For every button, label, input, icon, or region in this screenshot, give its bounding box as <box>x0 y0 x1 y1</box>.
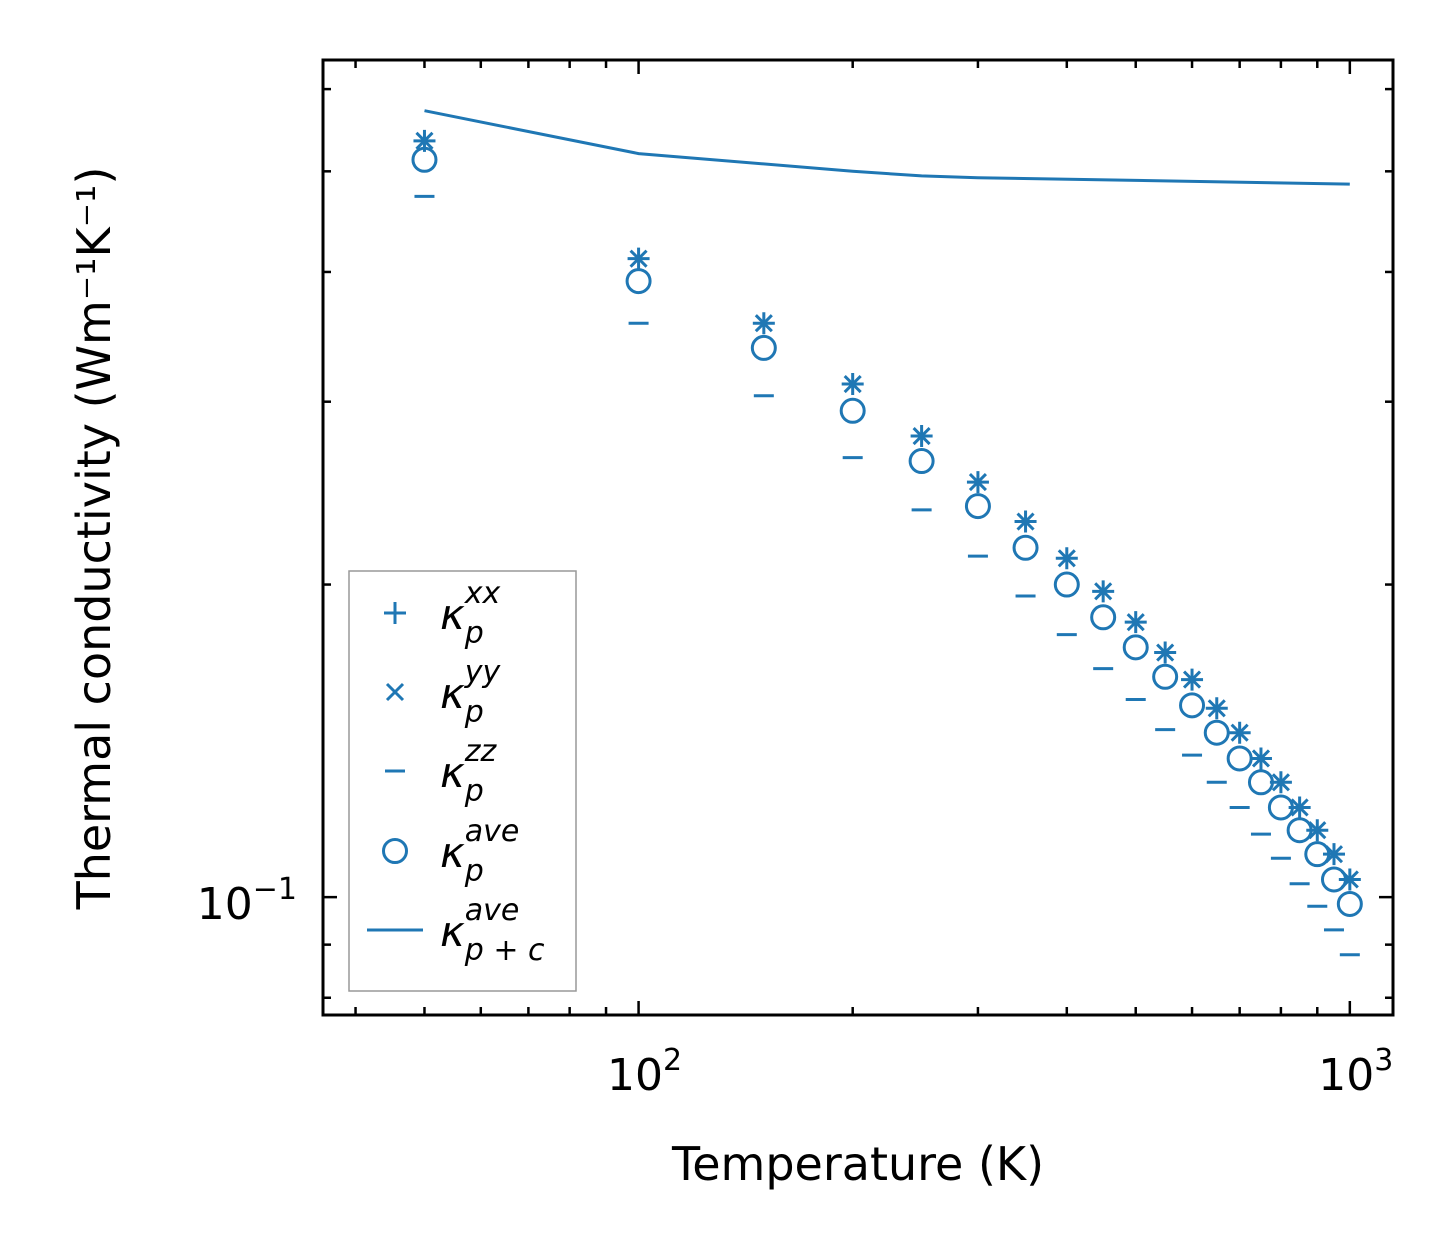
data-point-kappa_p_ave-350 <box>1012 534 1039 561</box>
data-point-kappa_p_ave-800 <box>1267 794 1294 821</box>
x-tick-label-100: 102 <box>607 1043 682 1101</box>
plot-area <box>411 109 1363 957</box>
legend-marker-1 <box>385 682 405 702</box>
legend-label-3: κave p <box>440 814 519 889</box>
data-point-kappa_p_yy-650 <box>1207 699 1226 718</box>
data-point-kappa_p_yy-50 <box>415 131 434 150</box>
legend-label-1: κyy p <box>440 655 502 730</box>
series-line-kappa_p+c_ave <box>424 109 1350 186</box>
data-point-kappa_p_ave-100 <box>625 268 652 295</box>
data-point-kappa_p_yy-550 <box>1156 643 1175 662</box>
data-point-kappa_p_ave-500 <box>1122 634 1149 661</box>
data-point-kappa_p_ave-850 <box>1286 817 1313 844</box>
data-point-kappa_p_yy-250 <box>912 426 931 446</box>
data-point-kappa_p_ave-400 <box>1053 571 1080 598</box>
data-point-kappa_p_yy-400 <box>1057 549 1076 568</box>
data-point-kappa_p_yy-750 <box>1251 749 1271 768</box>
data-point-kappa_p_ave-150 <box>750 334 777 361</box>
data-point-kappa_p_yy-500 <box>1126 613 1145 632</box>
data-point-kappa_p_ave-450 <box>1090 604 1117 631</box>
data-point-kappa_p_ave-1000 <box>1336 890 1363 917</box>
data-point-kappa_p_ave-700 <box>1226 745 1253 772</box>
legend-marker-0 <box>384 602 406 624</box>
legend-label-4: κave p + c <box>440 893 545 968</box>
legend-label-0: κxx p <box>440 576 501 651</box>
data-point-kappa_p_ave-750 <box>1247 769 1274 796</box>
data-point-kappa_p_yy-700 <box>1230 723 1249 742</box>
data-point-kappa_p_yy-800 <box>1271 773 1290 792</box>
data-point-kappa_p_yy-150 <box>754 314 773 333</box>
data-point-kappa_p_ave-600 <box>1179 692 1206 719</box>
data-point-kappa_p_ave-900 <box>1304 841 1331 868</box>
axes-frame <box>321 58 1395 1017</box>
legend-marker-3 <box>382 838 408 864</box>
x-axis-label: Temperature (K) <box>671 1137 1044 1191</box>
data-point-kappa_p_yy-450 <box>1094 582 1113 601</box>
data-point-kappa_p_ave-950 <box>1320 866 1347 893</box>
x-tick-label-1000: 103 <box>1318 1043 1393 1101</box>
legend-label-2: κzz p <box>440 734 498 809</box>
y-axis-label: Thermal conductivity (Wm⁻¹K⁻¹) <box>67 167 121 911</box>
data-point-kappa_p_yy-200 <box>843 374 862 394</box>
data-point-kappa_p_yy-300 <box>968 473 987 492</box>
data-point-kappa_p_ave-250 <box>908 448 935 475</box>
legend-frame <box>348 570 577 992</box>
data-point-kappa_p_yy-100 <box>629 249 648 268</box>
y-tick-label-0.1: 10−1 <box>197 872 297 930</box>
data-point-kappa_p_ave-50 <box>411 146 438 173</box>
axis-ticks <box>321 58 1395 1017</box>
data-point-kappa_p_yy-350 <box>1016 512 1035 531</box>
axis-tick-labels: 102 103 10−1 <box>197 872 1394 1101</box>
data-point-kappa_p_yy-850 <box>1290 798 1309 817</box>
data-point-kappa_p_yy-900 <box>1308 821 1327 840</box>
data-point-kappa_p_ave-300 <box>964 493 991 520</box>
data-point-kappa_p_ave-200 <box>839 397 866 424</box>
data-point-kappa_p_yy-600 <box>1182 670 1202 689</box>
data-point-kappa_p_ave-650 <box>1203 719 1230 746</box>
data-point-kappa_p_ave-550 <box>1152 663 1179 690</box>
